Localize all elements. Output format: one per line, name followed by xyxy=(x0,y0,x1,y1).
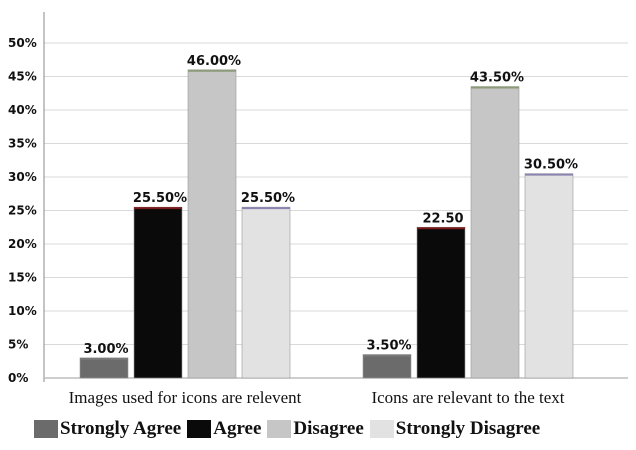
legend-swatch-strongly-agree xyxy=(34,420,58,438)
bar-agree-2 xyxy=(416,226,466,379)
data-label-disagree-1: 46.00% xyxy=(187,54,241,69)
bar-strongly-agree-1 xyxy=(79,357,129,379)
legend-label-strongly-disagree: Strongly Disagree xyxy=(395,418,541,439)
legend-swatch-agree xyxy=(187,420,212,438)
legend-label-disagree: Disagree xyxy=(293,418,364,439)
legend-item-strongly-disagree: Strongly Disagree xyxy=(369,418,541,440)
y-tick-label: 45% xyxy=(8,70,37,84)
bar-disagree-1 xyxy=(187,69,237,379)
y-tick-labels: 0% 5% 10% 15% 20% 25% 30% 35% 40% 45% 50% xyxy=(8,36,37,385)
y-tick-label: 50% xyxy=(8,36,37,50)
y-tick-label: 15% xyxy=(8,271,37,285)
data-label-strongly-disagree-1: 25.50% xyxy=(241,191,295,206)
bar-strongly-agree-2 xyxy=(362,354,412,379)
category-labels: Images used for icons are relevent Icons … xyxy=(69,388,565,407)
y-tick-label: 35% xyxy=(8,137,37,151)
data-label-disagree-2: 43.50% xyxy=(470,71,524,86)
legend-swatch-disagree xyxy=(267,420,292,438)
y-tick-label: 40% xyxy=(8,103,37,117)
legend-item-strongly-agree: Strongly Agree xyxy=(34,418,181,440)
data-label-agree-2: 22.50 xyxy=(422,211,463,226)
data-label-strongly-agree-1: 3.00% xyxy=(83,342,128,357)
legend: Strongly Agree Agree Disagree Strongly D… xyxy=(34,418,546,440)
legend-swatch-strongly-disagree xyxy=(369,420,394,438)
legend-label-strongly-agree: Strongly Agree xyxy=(60,418,182,439)
bar-chart: 3.00% 25.50% 46.00% 25.50% 3.50% 22.50 43.50% 3… xyxy=(8,12,628,407)
y-tick-label: 25% xyxy=(8,204,37,218)
y-tick-label: 0% xyxy=(8,371,28,385)
bar-strongly-disagree-2 xyxy=(524,173,574,379)
y-tick-label: 30% xyxy=(8,170,37,184)
y-tick-label: 10% xyxy=(8,304,37,318)
legend-label-agree: Agree xyxy=(213,418,262,439)
bar-agree-1 xyxy=(133,206,183,379)
category-label-1: Images used for icons are relevent xyxy=(69,388,302,407)
data-label-strongly-agree-2: 3.50% xyxy=(366,339,411,354)
y-tick-label: 20% xyxy=(8,237,37,251)
data-label-agree-1: 25.50% xyxy=(133,191,187,206)
bar-strongly-disagree-1 xyxy=(241,206,291,379)
legend-item-agree: Agree xyxy=(187,418,261,440)
bar-disagree-2 xyxy=(470,86,520,379)
data-labels: 3.00% 25.50% 46.00% 25.50% 3.50% 22.50 43.50% 3… xyxy=(83,54,578,357)
legend-item-disagree: Disagree xyxy=(267,418,364,440)
data-label-strongly-disagree-2: 30.50% xyxy=(524,158,578,173)
y-tick-label: 5% xyxy=(8,338,28,352)
category-label-2: Icons are relevant to the text xyxy=(371,388,564,407)
bars xyxy=(79,69,574,379)
